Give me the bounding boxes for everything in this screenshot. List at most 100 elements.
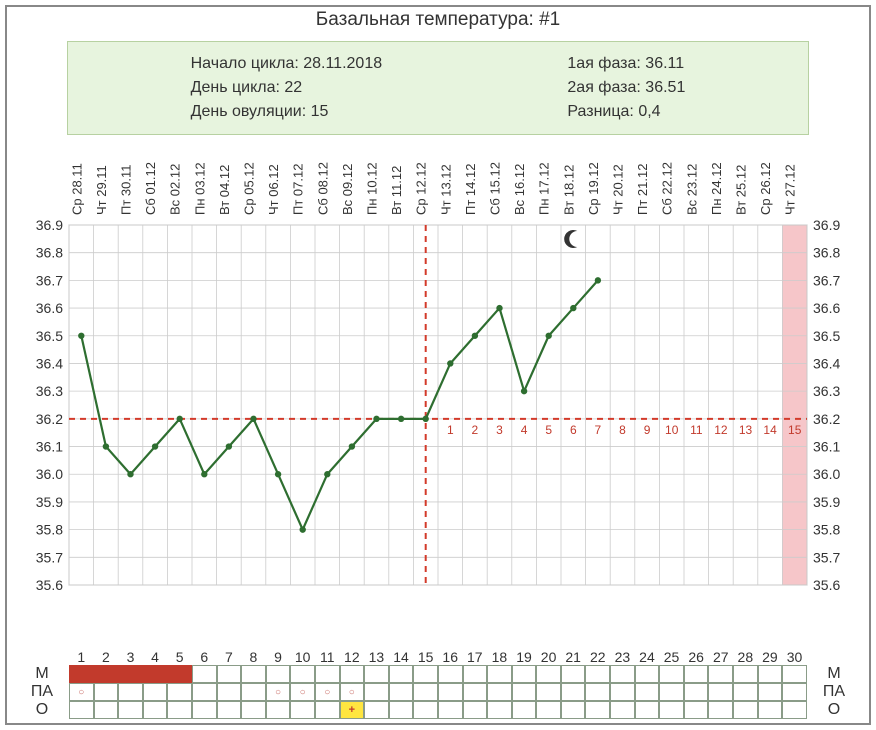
- legend-cell: [438, 701, 463, 719]
- legend-cell: [487, 683, 512, 701]
- svg-text:36.3: 36.3: [36, 383, 63, 399]
- legend-cell: [659, 683, 684, 701]
- svg-text:Вт 04.12: Вт 04.12: [217, 165, 232, 215]
- svg-text:7: 7: [595, 423, 602, 437]
- svg-text:12: 12: [714, 423, 728, 437]
- svg-text:Вс 09.12: Вс 09.12: [340, 164, 355, 215]
- legend-cell: [635, 683, 660, 701]
- day-number: 27: [708, 649, 733, 665]
- legend-cell: [266, 665, 291, 683]
- svg-text:Чт 27.12: Чт 27.12: [783, 164, 798, 215]
- legend-cell: [684, 701, 709, 719]
- legend-cell: ○: [315, 683, 340, 701]
- day-number: 14: [389, 649, 414, 665]
- legend-cell: [217, 665, 242, 683]
- legend-cell: [94, 665, 119, 683]
- svg-text:Чт 06.12: Чт 06.12: [266, 164, 281, 215]
- svg-text:36.9: 36.9: [36, 217, 63, 233]
- legend-cell: [167, 683, 192, 701]
- legend-label-right: О: [807, 701, 861, 719]
- svg-text:Ср 19.12: Ср 19.12: [586, 162, 601, 215]
- legend-cell: [389, 683, 414, 701]
- day-number: 21: [561, 649, 586, 665]
- day-number: 25: [659, 649, 684, 665]
- svg-text:Пн 17.12: Пн 17.12: [537, 162, 552, 215]
- legend-label-right: ПА: [807, 683, 861, 701]
- day-number: 19: [512, 649, 537, 665]
- day-number: 13: [364, 649, 389, 665]
- legend-cell: [290, 701, 315, 719]
- legend-cell: [241, 665, 266, 683]
- legend-cell: [143, 665, 168, 683]
- legend-cell: [69, 665, 94, 683]
- legend-cell: [290, 665, 315, 683]
- legend-cell: [364, 701, 389, 719]
- day-number: 23: [610, 649, 635, 665]
- svg-text:36.4: 36.4: [813, 355, 840, 371]
- svg-text:36.6: 36.6: [36, 300, 63, 316]
- legend-cell: [782, 665, 807, 683]
- legend-cell: [217, 683, 242, 701]
- day-number: 10: [290, 649, 315, 665]
- legend-cell: ○: [266, 683, 291, 701]
- legend-cell: [708, 665, 733, 683]
- legend-cell: [192, 701, 217, 719]
- legend-cell: [561, 665, 586, 683]
- day-number: 26: [684, 649, 709, 665]
- legend-cell: [610, 683, 635, 701]
- legend-cell: [438, 665, 463, 683]
- day-number: 9: [266, 649, 291, 665]
- day-number: 30: [782, 649, 807, 665]
- info-box: Начало цикла: 28.11.2018 День цикла: 22 …: [67, 41, 809, 135]
- legend-cell: [315, 701, 340, 719]
- svg-text:35.9: 35.9: [36, 494, 63, 510]
- legend-cell: [463, 665, 488, 683]
- svg-text:35.8: 35.8: [813, 522, 840, 538]
- legend-cell: [758, 683, 783, 701]
- svg-text:36.4: 36.4: [36, 355, 63, 371]
- legend-cell: [364, 683, 389, 701]
- legend-cell: [536, 701, 561, 719]
- legend-cell: [389, 701, 414, 719]
- svg-text:Ср 28.11: Ср 28.11: [69, 163, 84, 215]
- svg-text:36.7: 36.7: [36, 272, 63, 288]
- legend-label-left: О: [15, 701, 69, 719]
- legend-cell: [413, 683, 438, 701]
- svg-text:36.9: 36.9: [813, 217, 840, 233]
- svg-text:2: 2: [472, 423, 479, 437]
- svg-text:Вт 25.12: Вт 25.12: [734, 165, 749, 215]
- svg-text:35.9: 35.9: [813, 494, 840, 510]
- day-number: 2: [94, 649, 119, 665]
- day-number: 15: [413, 649, 438, 665]
- legend-cell: ○: [290, 683, 315, 701]
- svg-text:15: 15: [788, 423, 802, 437]
- legend-cell: [512, 701, 537, 719]
- day-number: 4: [143, 649, 168, 665]
- legend-cell: [463, 701, 488, 719]
- svg-text:Ср 26.12: Ср 26.12: [758, 162, 773, 215]
- svg-text:Вт 11.12: Вт 11.12: [389, 166, 404, 215]
- day-number: 8: [241, 649, 266, 665]
- info-ovulation-day: День овуляции: 15: [191, 100, 383, 124]
- svg-text:35.7: 35.7: [36, 549, 63, 565]
- day-number: 5: [167, 649, 192, 665]
- legend-cell: [340, 665, 365, 683]
- daynum-row: 1234567891011121314151617181920212223242…: [15, 649, 861, 665]
- svg-text:36.8: 36.8: [36, 245, 63, 261]
- legend-cell: [659, 701, 684, 719]
- svg-text:36.7: 36.7: [813, 272, 840, 288]
- day-number: 17: [463, 649, 488, 665]
- day-number: 3: [118, 649, 143, 665]
- legend-cell: [782, 683, 807, 701]
- legend-cell: [733, 683, 758, 701]
- legend-row-o: О + О: [15, 701, 861, 719]
- legend-cell: +: [340, 701, 365, 719]
- svg-text:36.5: 36.5: [36, 328, 63, 344]
- legend-cell: [364, 665, 389, 683]
- svg-text:Вт 18.12: Вт 18.12: [561, 165, 576, 215]
- legend-cell: [635, 701, 660, 719]
- legend-cell: [192, 665, 217, 683]
- legend-cell: [266, 701, 291, 719]
- legend-cell: [487, 665, 512, 683]
- svg-text:Пт 21.12: Пт 21.12: [635, 164, 650, 215]
